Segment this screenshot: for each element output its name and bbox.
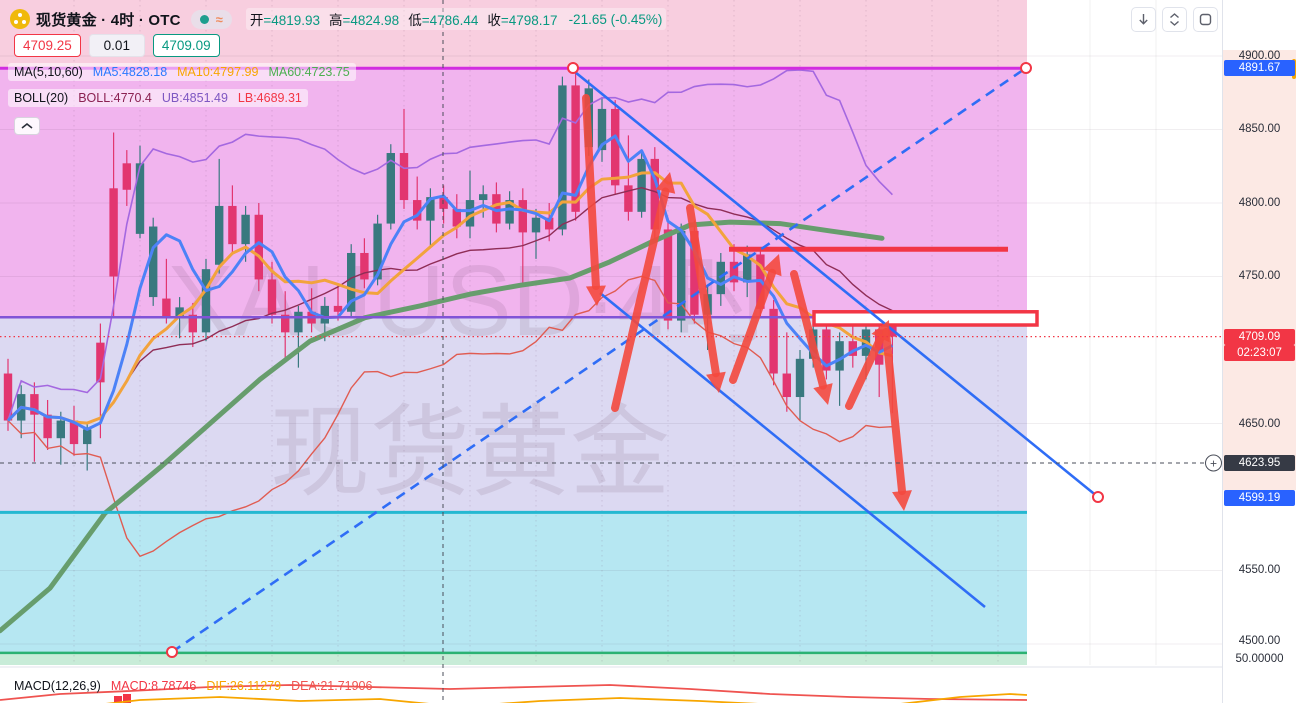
axis-tick-label: 4650.00 [1238, 418, 1281, 430]
close-label: 收 [487, 13, 501, 28]
close-value: =4798.17 [500, 13, 558, 28]
axis-price-badge: 4709.09 [1224, 329, 1295, 345]
macd-value: MACD:8.78746 [110, 679, 197, 693]
arrow-shaft[interactable] [611, 187, 670, 412]
collapse-pane-button[interactable] [1162, 7, 1187, 32]
low-label: 低 [408, 13, 422, 28]
symbol-logo-icon [10, 9, 30, 29]
macd-histogram-bar [123, 694, 131, 703]
arrow-shaft[interactable] [845, 334, 885, 410]
crosshair [0, 0, 1222, 703]
axis-tick-label: 50.00000 [1235, 653, 1284, 665]
change-value: -21.65 (-0.45%) [568, 11, 663, 27]
arrow-head [655, 172, 676, 194]
ma10-line[interactable] [6, 171, 893, 425]
collapse-panes-icon [1170, 13, 1179, 26]
quote-buttons: 4709.25 0.01 4709.09 [14, 34, 220, 57]
market-status-pill[interactable]: ≈ [190, 9, 232, 29]
boll-mid-value: BOLL:4770.4 [78, 91, 152, 105]
legend-collapse-button[interactable] [14, 117, 40, 135]
arrow-head [892, 490, 912, 511]
axis-price-badge: 4623.95 + [1205, 454, 1295, 472]
pane-toolbar [1131, 7, 1218, 32]
approx-icon: ≈ [215, 11, 223, 27]
high-label: 高 [329, 13, 343, 28]
drawing-anchor-handle[interactable] [567, 62, 579, 74]
boll-upper-value: UB:4851.49 [161, 91, 228, 105]
boll-legend-name: BOLL(20) [14, 91, 69, 105]
arrow-head [585, 285, 606, 306]
open-value: =4819.93 [263, 13, 320, 28]
axis-price-badge: 02:23:07 [1224, 345, 1295, 361]
low-value: =4786.44 [421, 13, 479, 28]
user-drawings[interactable] [0, 62, 1104, 658]
arrow-shaft[interactable] [790, 270, 827, 390]
axis-tick-label: 4500.00 [1238, 635, 1281, 647]
macd-legend[interactable]: MACD(12,26,9) MACD:8.78746 DIF:26.11279 … [8, 677, 378, 695]
ma10-value: MA10:4797.99 [177, 65, 259, 79]
ohlc-readout: 开=4819.93 高=4824.98 低=4786.44 收=4798.17 … [245, 8, 667, 30]
trendline-drawing[interactable] [599, 291, 986, 609]
axis-tick-label: 4850.00 [1238, 123, 1281, 135]
dif-value: DIF:26.11279 [206, 679, 282, 693]
ma5-value: MA5:4828.18 [92, 65, 168, 79]
axis-highlight [1223, 50, 1296, 490]
macd-pane [0, 684, 1028, 703]
boll-lower-value: LB:4689.31 [237, 91, 302, 105]
arrow-shaft[interactable] [686, 204, 720, 378]
buy-price-button[interactable]: 4709.09 [152, 34, 220, 57]
arrow-shaft[interactable] [582, 94, 600, 291]
boll-upper-line [7, 69, 893, 421]
ma60-line[interactable] [0, 219, 885, 634]
background-bands [0, 0, 1027, 665]
high-value: =4824.98 [342, 13, 400, 28]
chart-header: 现货黄金 · 4时 · OTC ≈ 开=4819.93 高=4824.98 低=… [10, 7, 667, 31]
scroll-down-button[interactable] [1131, 7, 1156, 32]
crosshair-axis-icon: + [1205, 454, 1222, 472]
trendline-drawing[interactable] [574, 70, 1099, 499]
boll-mid-line [7, 186, 893, 424]
chevron-up-icon [21, 122, 33, 129]
price-zone-box-drawing[interactable] [812, 310, 1039, 327]
symbol-title[interactable]: 现货黄金 · 4时 · OTC [36, 11, 181, 29]
axis-tick-label: 4550.00 [1238, 564, 1281, 576]
boll-legend[interactable]: BOLL(20) BOLL:4770.4 UB:4851.49 LB:4689.… [8, 89, 308, 107]
svg-text:现货黄金: 现货黄金 [270, 397, 670, 509]
spread-value: 0.01 [88, 34, 145, 57]
arrow-down-icon [1139, 14, 1148, 25]
drawing-anchor-handle[interactable] [1020, 62, 1032, 74]
axis-price-badge: 4891.67 [1224, 60, 1295, 76]
axis-tick-label: 4750.00 [1238, 270, 1281, 282]
market-open-dot-icon [199, 14, 209, 24]
price-axis[interactable]: 4900.00 4850.00 4800.00 4750.00 4650.00 4550.… [1205, 0, 1296, 703]
ma5-line[interactable] [6, 134, 894, 431]
open-label: 开 [249, 13, 264, 28]
ma-legend-name: MA(5,10,60) [14, 65, 83, 79]
arrow-head [813, 383, 833, 405]
drawing-anchor-handle[interactable] [1092, 491, 1104, 503]
ma-legend[interactable]: MA(5,10,60) MA5:4828.18 MA10:4797.99 MA6… [8, 63, 356, 81]
axis-tick-label: 4900.00 [1238, 50, 1281, 62]
dea-value: DEA:21.71906 [291, 679, 373, 693]
drawing-anchor-handle[interactable] [166, 646, 178, 658]
macd-legend-name: MACD(12,26,9) [14, 679, 101, 693]
arrow-head [706, 371, 726, 393]
arrow-head [762, 254, 782, 277]
axis-price-badge: 4599.19 [1224, 490, 1295, 506]
arrow-shaft[interactable] [729, 268, 777, 384]
trendline-dashed-drawing[interactable] [171, 66, 1027, 654]
macd-dif-line [105, 693, 1028, 703]
sell-price-button[interactable]: 4709.25 [14, 34, 81, 57]
axis-tick-label: 4800.00 [1238, 197, 1281, 209]
macd-dea-line [0, 684, 1028, 701]
fullscreen-icon [1199, 13, 1212, 26]
arrow-shaft[interactable] [882, 328, 906, 496]
trend-arrows[interactable] [582, 94, 912, 511]
macd-histogram-bar [114, 696, 122, 703]
ma60-value: MA60:4723.75 [268, 65, 350, 79]
maximize-pane-button[interactable] [1193, 7, 1218, 32]
